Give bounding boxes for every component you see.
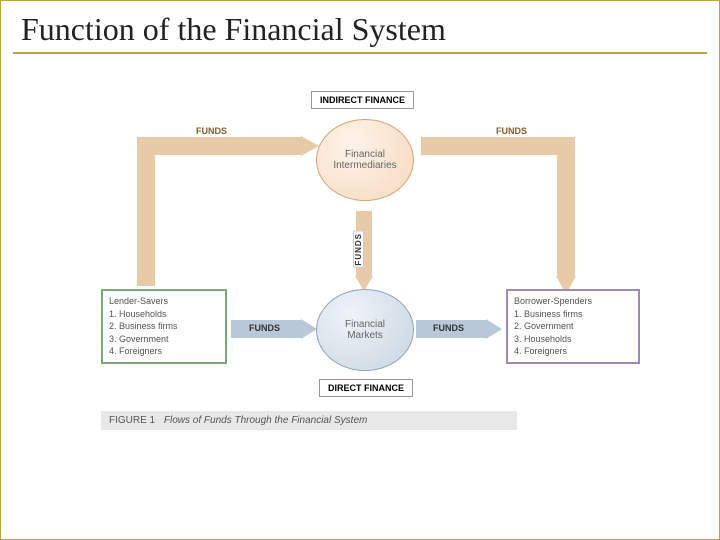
funds-label-top-right: FUNDS: [496, 126, 527, 136]
lenders-item-3: 3. Government: [109, 333, 219, 346]
funds-label-bottom-left: FUNDS: [249, 323, 280, 333]
caption-text: Flows of Funds Through the Financial Sys…: [164, 415, 367, 426]
figure-caption: FIGURE 1 Flows of Funds Through the Fina…: [101, 411, 517, 430]
borrowers-title: Borrower-Spenders: [514, 295, 632, 308]
direct-finance-label: DIRECT FINANCE: [319, 379, 413, 397]
borrowers-item-1: 1. Business firms: [514, 308, 632, 321]
page-title: Function of the Financial System: [1, 1, 719, 52]
funds-label-top-left: FUNDS: [196, 126, 227, 136]
borrowers-item-2: 2. Government: [514, 320, 632, 333]
financial-system-diagram: INDIRECT FINANCE FUNDS FUNDS FUNDS FUNDS…: [101, 91, 631, 471]
funds-label-vertical: FUNDS: [353, 231, 364, 268]
lenders-item-2: 2. Business firms: [109, 320, 219, 333]
borrowers-item-4: 4. Foreigners: [514, 345, 632, 358]
arrow-lender-to-market-head: [301, 319, 317, 339]
node-lenders: Lender-Savers 1. Households 2. Business …: [101, 289, 227, 364]
node-markets: Financial Markets: [316, 289, 414, 371]
arrow-market-to-borrower-head: [486, 319, 502, 339]
funds-label-bottom-right: FUNDS: [433, 323, 464, 333]
slide-frame: Function of the Financial System INDIREC…: [0, 0, 720, 540]
arrow-intermediary-to-borrower: [421, 146, 566, 276]
borrowers-item-3: 3. Households: [514, 333, 632, 346]
caption-prefix: FIGURE 1: [109, 415, 155, 426]
node-intermediaries: Financial Intermediaries: [316, 119, 414, 201]
lenders-item-1: 1. Households: [109, 308, 219, 321]
lenders-item-4: 4. Foreigners: [109, 345, 219, 358]
node-borrowers: Borrower-Spenders 1. Business firms 2. G…: [506, 289, 640, 364]
arrow-lender-to-intermediary: [146, 146, 301, 286]
lenders-title: Lender-Savers: [109, 295, 219, 308]
title-rule: [13, 52, 707, 54]
